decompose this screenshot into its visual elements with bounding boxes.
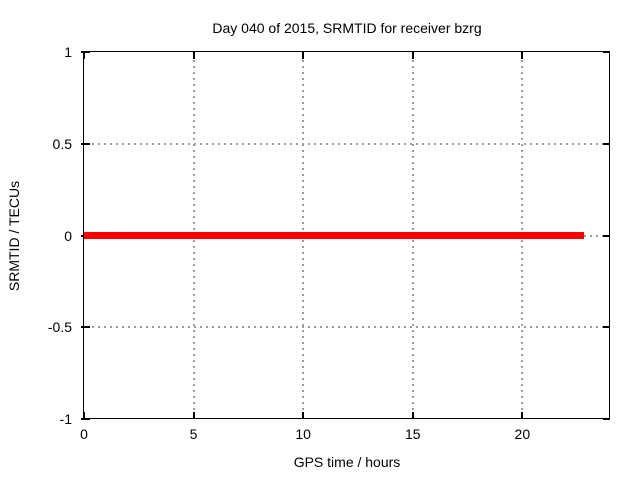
x-tick-top (83, 52, 85, 59)
y-tick-right (603, 418, 610, 420)
chart-title: Day 040 of 2015, SRMTID for receiver bzr… (212, 20, 482, 36)
x-tick-bottom (83, 412, 85, 419)
x-tick-label: 15 (404, 426, 421, 442)
x-axis-label: GPS time / hours (293, 454, 401, 470)
y-tick-label: -1 (59, 411, 72, 427)
x-tick-top (521, 52, 524, 59)
data-line-srmtid (84, 232, 584, 239)
x-tick-bottom (411, 412, 414, 419)
grid-line-horizontal (86, 142, 608, 145)
x-tick-bottom (521, 412, 524, 419)
x-tick-top (411, 52, 414, 59)
x-tick-label: 10 (295, 426, 311, 442)
x-tick-label: 5 (189, 426, 198, 442)
y-tick-left (81, 418, 90, 420)
y-tick-left (81, 51, 90, 53)
x-tick-bottom (302, 412, 305, 419)
x-tick-label: 20 (514, 426, 531, 442)
y-tick-left (81, 142, 90, 145)
y-tick-label: 1 (64, 44, 72, 60)
y-tick-label: 0 (64, 227, 72, 244)
x-tick-label: 0 (80, 426, 88, 442)
y-tick-label: -0.5 (47, 319, 72, 336)
y-tick-right (603, 142, 610, 145)
y-tick-right (603, 234, 610, 237)
y-tick-right (603, 51, 610, 53)
x-tick-bottom (192, 412, 195, 419)
y-tick-label: 0.5 (52, 135, 72, 152)
x-tick-top (302, 52, 305, 59)
y-tick-left (81, 326, 90, 329)
grid-line-horizontal (86, 326, 608, 329)
x-tick-top (192, 52, 195, 59)
y-tick-right (603, 326, 610, 329)
